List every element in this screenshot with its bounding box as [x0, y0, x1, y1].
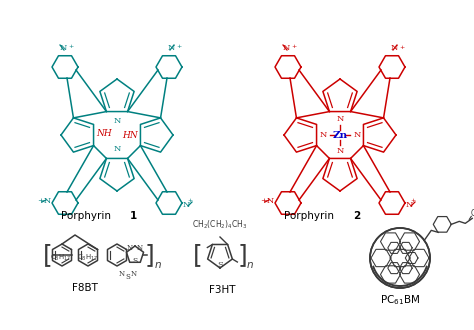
Text: N: N [131, 270, 137, 278]
Text: N: N [119, 270, 125, 278]
Text: +: + [410, 198, 415, 203]
Text: +N: +N [260, 197, 274, 205]
Text: 1: 1 [130, 211, 137, 221]
Text: $n$: $n$ [246, 260, 254, 270]
Text: N: N [59, 44, 67, 52]
Text: Porphyrin: Porphyrin [284, 211, 337, 221]
Text: N: N [167, 44, 175, 52]
Text: N: N [319, 131, 327, 139]
Text: HN: HN [122, 131, 138, 141]
Text: +: + [187, 198, 192, 203]
Text: F3HT: F3HT [209, 285, 235, 295]
Text: N: N [113, 117, 121, 125]
Text: 2: 2 [353, 211, 360, 221]
Text: +N: +N [37, 197, 51, 205]
Text: N: N [353, 131, 361, 139]
Text: C$_8$H$_{17}$: C$_8$H$_{17}$ [77, 253, 99, 263]
Text: S: S [126, 273, 130, 281]
Text: S: S [132, 257, 137, 265]
Text: Porphyrin: Porphyrin [61, 211, 114, 221]
Text: N: N [337, 147, 344, 155]
Text: F8BT: F8BT [72, 283, 98, 293]
Text: C$_8$H$_{17}$: C$_8$H$_{17}$ [50, 253, 72, 263]
Text: N: N [127, 244, 133, 252]
Text: O: O [470, 209, 474, 218]
Text: N: N [137, 244, 143, 252]
Text: +: + [291, 44, 296, 49]
Text: [: [ [43, 243, 53, 267]
Text: N: N [406, 201, 413, 209]
Text: N: N [183, 201, 191, 209]
Text: $n$: $n$ [154, 260, 162, 270]
Text: PC$_{61}$BM: PC$_{61}$BM [380, 293, 420, 307]
Text: +: + [176, 44, 181, 49]
Text: Zn: Zn [332, 130, 347, 140]
Text: +: + [68, 44, 73, 49]
Text: N: N [283, 44, 290, 52]
Text: ]: ] [144, 243, 154, 267]
Text: [: [ [193, 243, 203, 267]
Text: CH$_2$(CH$_2$)$_4$CH$_3$: CH$_2$(CH$_2$)$_4$CH$_3$ [192, 219, 248, 231]
Text: ]: ] [237, 243, 247, 267]
Text: N: N [113, 145, 121, 153]
Text: N: N [390, 44, 398, 52]
Text: S: S [217, 261, 223, 269]
Text: N: N [337, 115, 344, 123]
Text: NH: NH [96, 129, 112, 139]
Text: +: + [399, 45, 404, 50]
